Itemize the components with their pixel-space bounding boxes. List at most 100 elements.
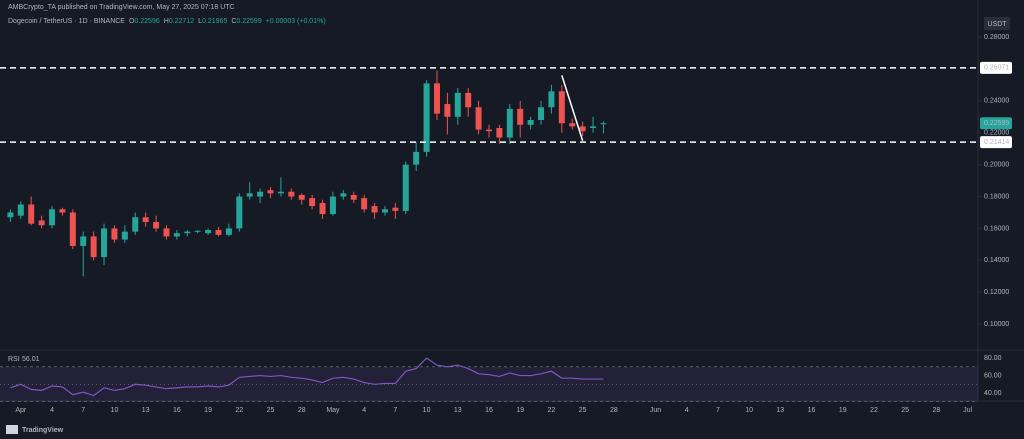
candle-body [215,230,222,235]
candle-body [433,83,440,114]
candle-body [184,231,191,234]
ohlc-label: H [164,18,169,25]
candle-body [121,231,128,240]
candle-body [298,194,305,200]
candle-body [381,209,388,213]
published-note: AMBCrypto_TA published on TradingView.co… [8,4,235,11]
candle-body [506,108,513,138]
candle-body [69,212,76,246]
rsi-title: RSI [8,356,20,363]
candle-body [402,164,409,211]
candle-body [288,191,295,197]
ohlc-value: 0.22712 [169,18,194,25]
rsi-tick-label: 80.00 [984,355,1002,362]
y-tick-label: 0.20000 [984,161,1009,168]
candle-body [267,190,274,194]
ohlc-value: 0.21965 [202,18,227,25]
x-tick-label: 28 [932,407,940,414]
rsi-tick-label: 40.00 [984,390,1002,397]
x-tick-label: 4 [50,407,54,414]
candle-body [600,123,607,125]
change: +0.00003 (+0.01%) [266,18,326,25]
candle-body [111,228,118,240]
candle-body [475,107,482,130]
candle-body [371,206,378,213]
x-tick-label: 16 [485,407,493,414]
candle-body [132,217,139,232]
price-box [980,117,1012,130]
candle-body [465,92,472,108]
x-tick-label: 4 [362,407,366,414]
x-tick-label: 22 [870,407,878,414]
candle-body [444,104,451,117]
candle-body [361,198,368,210]
x-tick-label: 22 [548,407,556,414]
symbol-legend: Dogecoin / TetherUS · 1D · BINANCE O0.225… [8,18,326,25]
y-tick-label: 0.24000 [984,98,1009,105]
y-tick-label: 0.28000 [984,34,1009,41]
symbol: Dogecoin / TetherUS · 1D · BINANCE [8,18,125,25]
candle-body [80,236,87,246]
candle-body [558,91,565,124]
candle-body [49,209,56,226]
candle-body [90,236,97,258]
x-tick-label: 19 [516,407,524,414]
x-tick-label: Apr [15,407,27,414]
unit: USDT [987,21,1007,28]
candle-body [309,198,316,207]
x-tick-label: May [326,407,340,414]
x-tick-label: 25 [901,407,909,414]
x-tick-label: 13 [454,407,462,414]
x-tick-label: 16 [173,407,181,414]
x-tick-label: 16 [808,407,816,414]
level-box [980,61,1012,74]
candle-body [277,191,284,194]
unit-box [984,17,1010,30]
x-tick-label: 10 [745,407,753,414]
x-tick-label: Jul [963,407,972,414]
candle-body [392,207,399,211]
candle-body [142,217,149,223]
candle-body [163,228,170,237]
ohlc-value: 0.22599 [236,18,261,25]
candle-body [173,233,180,237]
y-tick-label: 0.10000 [984,321,1009,328]
candle-body [153,222,160,229]
candle-body [579,126,586,132]
candle-body [548,91,555,108]
x-tick-label: 25 [579,407,587,414]
rsi-value: 56.01 [22,356,40,363]
y-tick-label: 0.12000 [984,289,1009,296]
candle-body [486,129,492,132]
level-label: 0.21414 [984,139,1009,146]
x-tick-label: 25 [267,407,275,414]
x-tick-label: 22 [235,407,243,414]
candle-body [246,193,253,197]
x-tick-label: Jun [650,407,661,414]
candle-body [496,127,503,138]
rsi-tick-label: 60.00 [984,372,1002,379]
candle-body [423,83,430,152]
candle-body [329,196,336,215]
x-tick-label: 28 [610,407,618,414]
candle-body [527,120,534,125]
candle-body [7,212,14,218]
candle-body [101,228,108,258]
candle-body [590,126,597,128]
x-tick-label: 28 [298,407,306,414]
ohlc-label: C [231,18,236,25]
candle-body [17,204,24,216]
trend-line [561,75,584,141]
candle-body [569,123,576,127]
candle-body [236,196,243,229]
candle-body [340,193,347,197]
candle-body [28,204,35,224]
level-box [980,136,1012,149]
candle-body [38,220,45,226]
y-tick-label: 0.22000 [984,130,1009,137]
x-tick-label: 10 [423,407,431,414]
candle-body [538,107,545,121]
candle-body [59,209,66,213]
